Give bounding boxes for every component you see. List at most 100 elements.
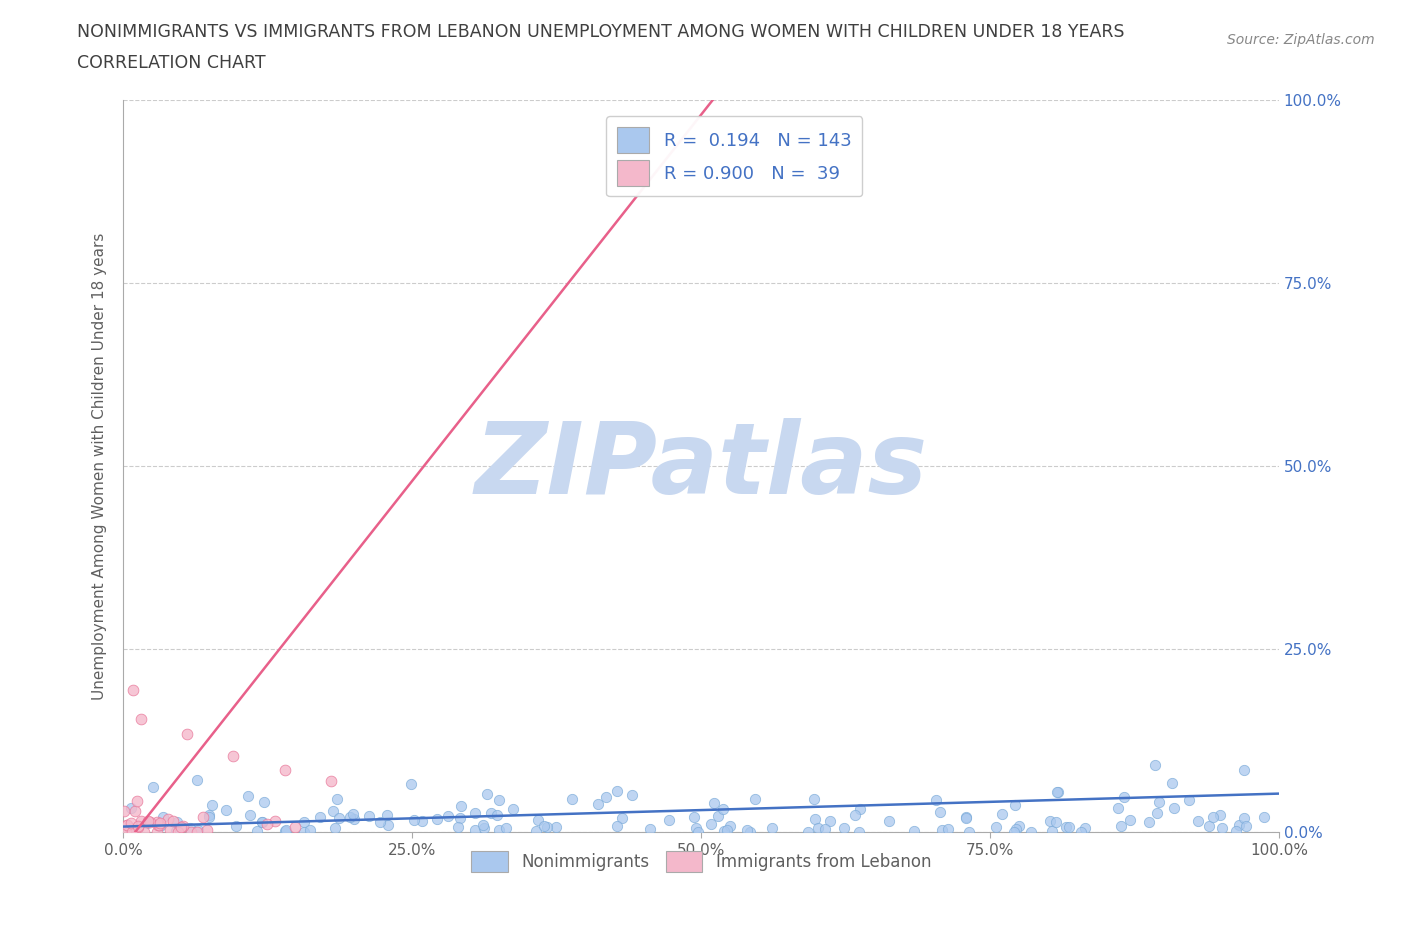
- Point: [298, 822, 321, 837]
- Point: [561, 791, 583, 806]
- Point: [1039, 814, 1062, 829]
- Point: [195, 823, 218, 838]
- Text: CORRELATION CHART: CORRELATION CHART: [77, 54, 266, 72]
- Point: [735, 823, 758, 838]
- Point: [273, 824, 295, 839]
- Point: [411, 813, 433, 828]
- Point: [1211, 820, 1233, 835]
- Point: [683, 810, 706, 825]
- Point: [1177, 793, 1199, 808]
- Point: [1109, 818, 1132, 833]
- Point: [740, 825, 762, 840]
- Point: [1233, 763, 1256, 777]
- Point: [1143, 757, 1166, 772]
- Point: [264, 813, 287, 828]
- Point: [276, 822, 298, 837]
- Point: [1046, 785, 1069, 800]
- Point: [957, 824, 980, 839]
- Point: [488, 792, 510, 807]
- Point: [117, 817, 139, 832]
- Point: [807, 821, 830, 836]
- Point: [925, 792, 948, 807]
- Point: [903, 823, 925, 838]
- Point: [222, 748, 245, 763]
- Point: [1040, 823, 1063, 838]
- Point: [121, 825, 143, 840]
- Point: [658, 813, 681, 828]
- Point: [485, 807, 508, 822]
- Point: [1046, 785, 1069, 800]
- Point: [524, 823, 547, 838]
- Point: [1074, 821, 1097, 836]
- Point: [129, 711, 152, 726]
- Point: [803, 791, 825, 806]
- Point: [502, 802, 524, 817]
- Point: [475, 787, 498, 802]
- Point: [761, 820, 783, 835]
- Point: [1057, 820, 1080, 835]
- Point: [702, 795, 724, 810]
- Point: [167, 824, 190, 839]
- Point: [165, 824, 187, 839]
- Point: [179, 820, 201, 835]
- Point: [292, 824, 315, 839]
- Point: [1137, 815, 1160, 830]
- Point: [447, 819, 470, 834]
- Point: [1045, 815, 1067, 830]
- Point: [187, 822, 209, 837]
- Point: [685, 820, 707, 835]
- Point: [323, 821, 346, 836]
- Point: [931, 823, 953, 838]
- Point: [526, 813, 548, 828]
- Point: [1163, 800, 1185, 815]
- Point: [1004, 821, 1026, 836]
- Point: [606, 784, 628, 799]
- Point: [198, 808, 221, 823]
- Point: [1114, 790, 1136, 804]
- Point: [292, 815, 315, 830]
- Point: [1227, 817, 1250, 832]
- Point: [1146, 806, 1168, 821]
- Point: [488, 822, 510, 837]
- Point: [814, 821, 837, 836]
- Point: [157, 812, 180, 827]
- Point: [166, 815, 188, 830]
- Point: [1198, 818, 1220, 833]
- Point: [239, 807, 262, 822]
- Point: [322, 804, 344, 818]
- Point: [404, 812, 426, 827]
- Point: [139, 814, 162, 829]
- Point: [1008, 819, 1031, 834]
- Point: [149, 816, 172, 830]
- Point: [115, 817, 138, 832]
- Point: [172, 818, 194, 833]
- Text: NONIMMIGRANTS VS IMMIGRANTS FROM LEBANON UNEMPLOYMENT AMONG WOMEN WITH CHILDREN : NONIMMIGRANTS VS IMMIGRANTS FROM LEBANON…: [77, 23, 1125, 41]
- Point: [201, 797, 224, 812]
- Point: [1187, 813, 1209, 828]
- Point: [877, 814, 900, 829]
- Point: [127, 818, 149, 833]
- Point: [1119, 813, 1142, 828]
- Point: [1002, 825, 1025, 840]
- Point: [328, 811, 350, 826]
- Point: [449, 810, 471, 825]
- Point: [718, 818, 741, 833]
- Point: [1202, 810, 1225, 825]
- Point: [321, 774, 343, 789]
- Point: [375, 807, 398, 822]
- Point: [1019, 824, 1042, 839]
- Point: [250, 815, 273, 830]
- Point: [198, 809, 221, 824]
- Point: [1234, 818, 1257, 833]
- Point: [225, 819, 247, 834]
- Point: [132, 825, 155, 840]
- Point: [253, 794, 276, 809]
- Point: [120, 801, 142, 816]
- Point: [256, 817, 278, 831]
- Point: [1253, 809, 1275, 824]
- Point: [114, 824, 136, 839]
- Point: [131, 814, 153, 829]
- Point: [377, 817, 399, 832]
- Point: [844, 807, 866, 822]
- Point: [127, 820, 149, 835]
